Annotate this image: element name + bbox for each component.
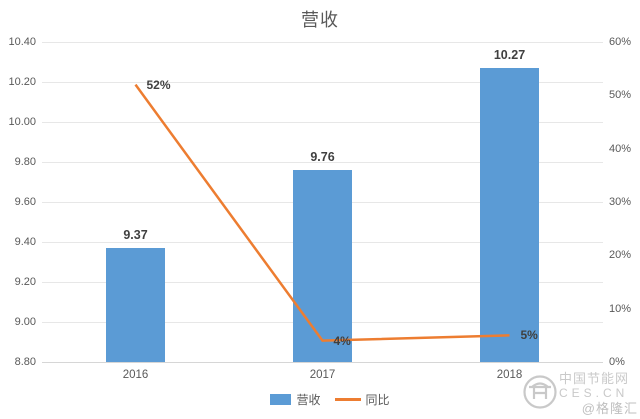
gridline [42, 121, 603, 123]
right-axis-tick-label: 0% [609, 356, 625, 368]
chart-title: 营收 [301, 10, 339, 30]
yoy-line-swatch-icon [334, 398, 361, 401]
right-axis-tick-label: 10% [609, 302, 632, 315]
legend-item-yoy: 同比 [334, 391, 390, 408]
legend-revenue-label: 营收 [296, 393, 321, 407]
revenue-bar [293, 170, 352, 362]
left-axis-tick-label: 10.00 [8, 116, 36, 128]
left-axis-tick-label: 9.60 [14, 196, 36, 208]
revenue-bar-swatch-icon [270, 394, 292, 405]
left-axis-tick-label: 9.00 [14, 316, 36, 328]
revenue-bar [106, 248, 165, 362]
right-axis-tick-label: 60% [609, 36, 632, 48]
watermark-handle: @格隆汇 [581, 401, 638, 416]
gridline [42, 41, 603, 43]
right-axis-tick-label: 40% [609, 142, 632, 155]
watermark-seal-icon [523, 375, 557, 409]
revenue-bar [480, 68, 539, 362]
category-label: 2016 [122, 369, 149, 381]
legend-item-revenue: 营收 [270, 391, 321, 408]
gridline [42, 361, 603, 363]
left-axis-tick-label: 9.80 [14, 156, 36, 168]
left-axis-tick-label: 9.40 [14, 236, 36, 248]
category-label: 2017 [309, 369, 336, 381]
bar-value-label: 10.27 [493, 48, 526, 62]
right-axis-tick-label: 30% [609, 196, 632, 208]
category-label: 2018 [496, 369, 523, 381]
legend-yoy-label: 同比 [365, 393, 390, 407]
bar-value-label: 9.76 [310, 150, 335, 164]
right-axis-tick-label: 50% [609, 89, 632, 102]
line-point-label: 4% [333, 333, 351, 348]
left-axis-tick-label: 8.80 [14, 356, 36, 368]
bar-value-label: 9.37 [123, 228, 148, 242]
gridline [42, 81, 603, 83]
right-axis-tick-label: 20% [609, 249, 632, 262]
watermark: 中国节能网 CES.CN @格隆汇 [522, 367, 638, 417]
left-axis-tick-label: 10.20 [8, 76, 36, 88]
left-axis-tick-label: 10.40 [8, 36, 36, 48]
line-point-label: 52% [146, 77, 171, 92]
watermark-site-name: 中国节能网 [559, 371, 630, 386]
watermark-site-domain: CES.CN [559, 386, 629, 400]
line-point-label: 5% [520, 328, 538, 343]
watermark-text: 中国节能网 CES.CN [559, 371, 629, 401]
legend: 营收 同比 [0, 391, 640, 408]
left-axis-tick-label: 9.20 [14, 276, 36, 288]
gridline [42, 161, 603, 163]
